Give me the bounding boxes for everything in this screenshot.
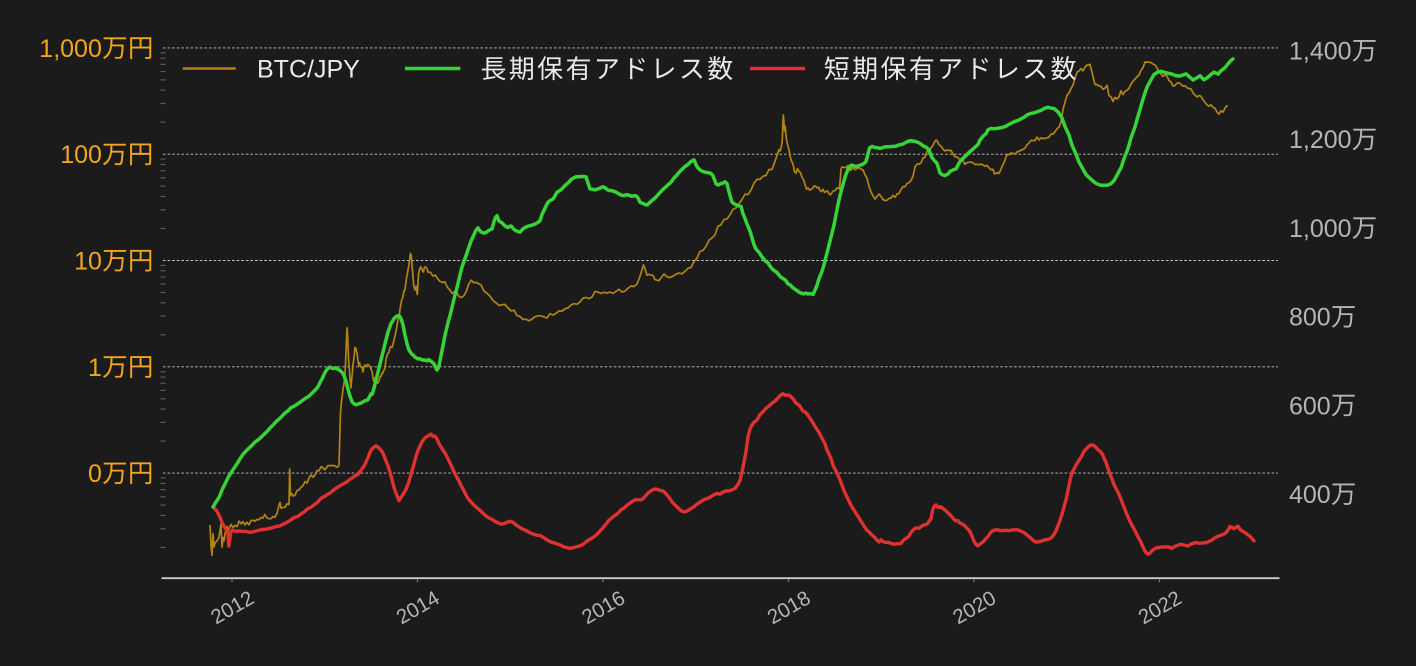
svg-text:800: 800 bbox=[1289, 304, 1331, 332]
svg-text:10: 10 bbox=[74, 248, 102, 276]
svg-text:1,400: 1,400 bbox=[1289, 38, 1352, 66]
svg-text:400: 400 bbox=[1289, 481, 1331, 509]
svg-text:1,000: 1,000 bbox=[1289, 215, 1352, 243]
svg-text:600: 600 bbox=[1289, 392, 1331, 420]
svg-text:1,200: 1,200 bbox=[1289, 126, 1352, 154]
svg-text:0: 0 bbox=[88, 460, 102, 488]
svg-text:BTC/JPY: BTC/JPY bbox=[257, 56, 360, 84]
svg-text:1,000: 1,000 bbox=[39, 35, 102, 63]
svg-text:100: 100 bbox=[60, 141, 102, 169]
svg-text:1: 1 bbox=[88, 354, 102, 382]
